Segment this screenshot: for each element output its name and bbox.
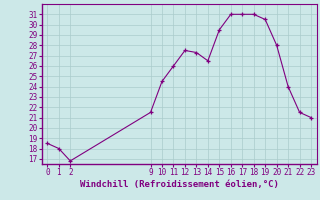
X-axis label: Windchill (Refroidissement éolien,°C): Windchill (Refroidissement éolien,°C)	[80, 180, 279, 189]
